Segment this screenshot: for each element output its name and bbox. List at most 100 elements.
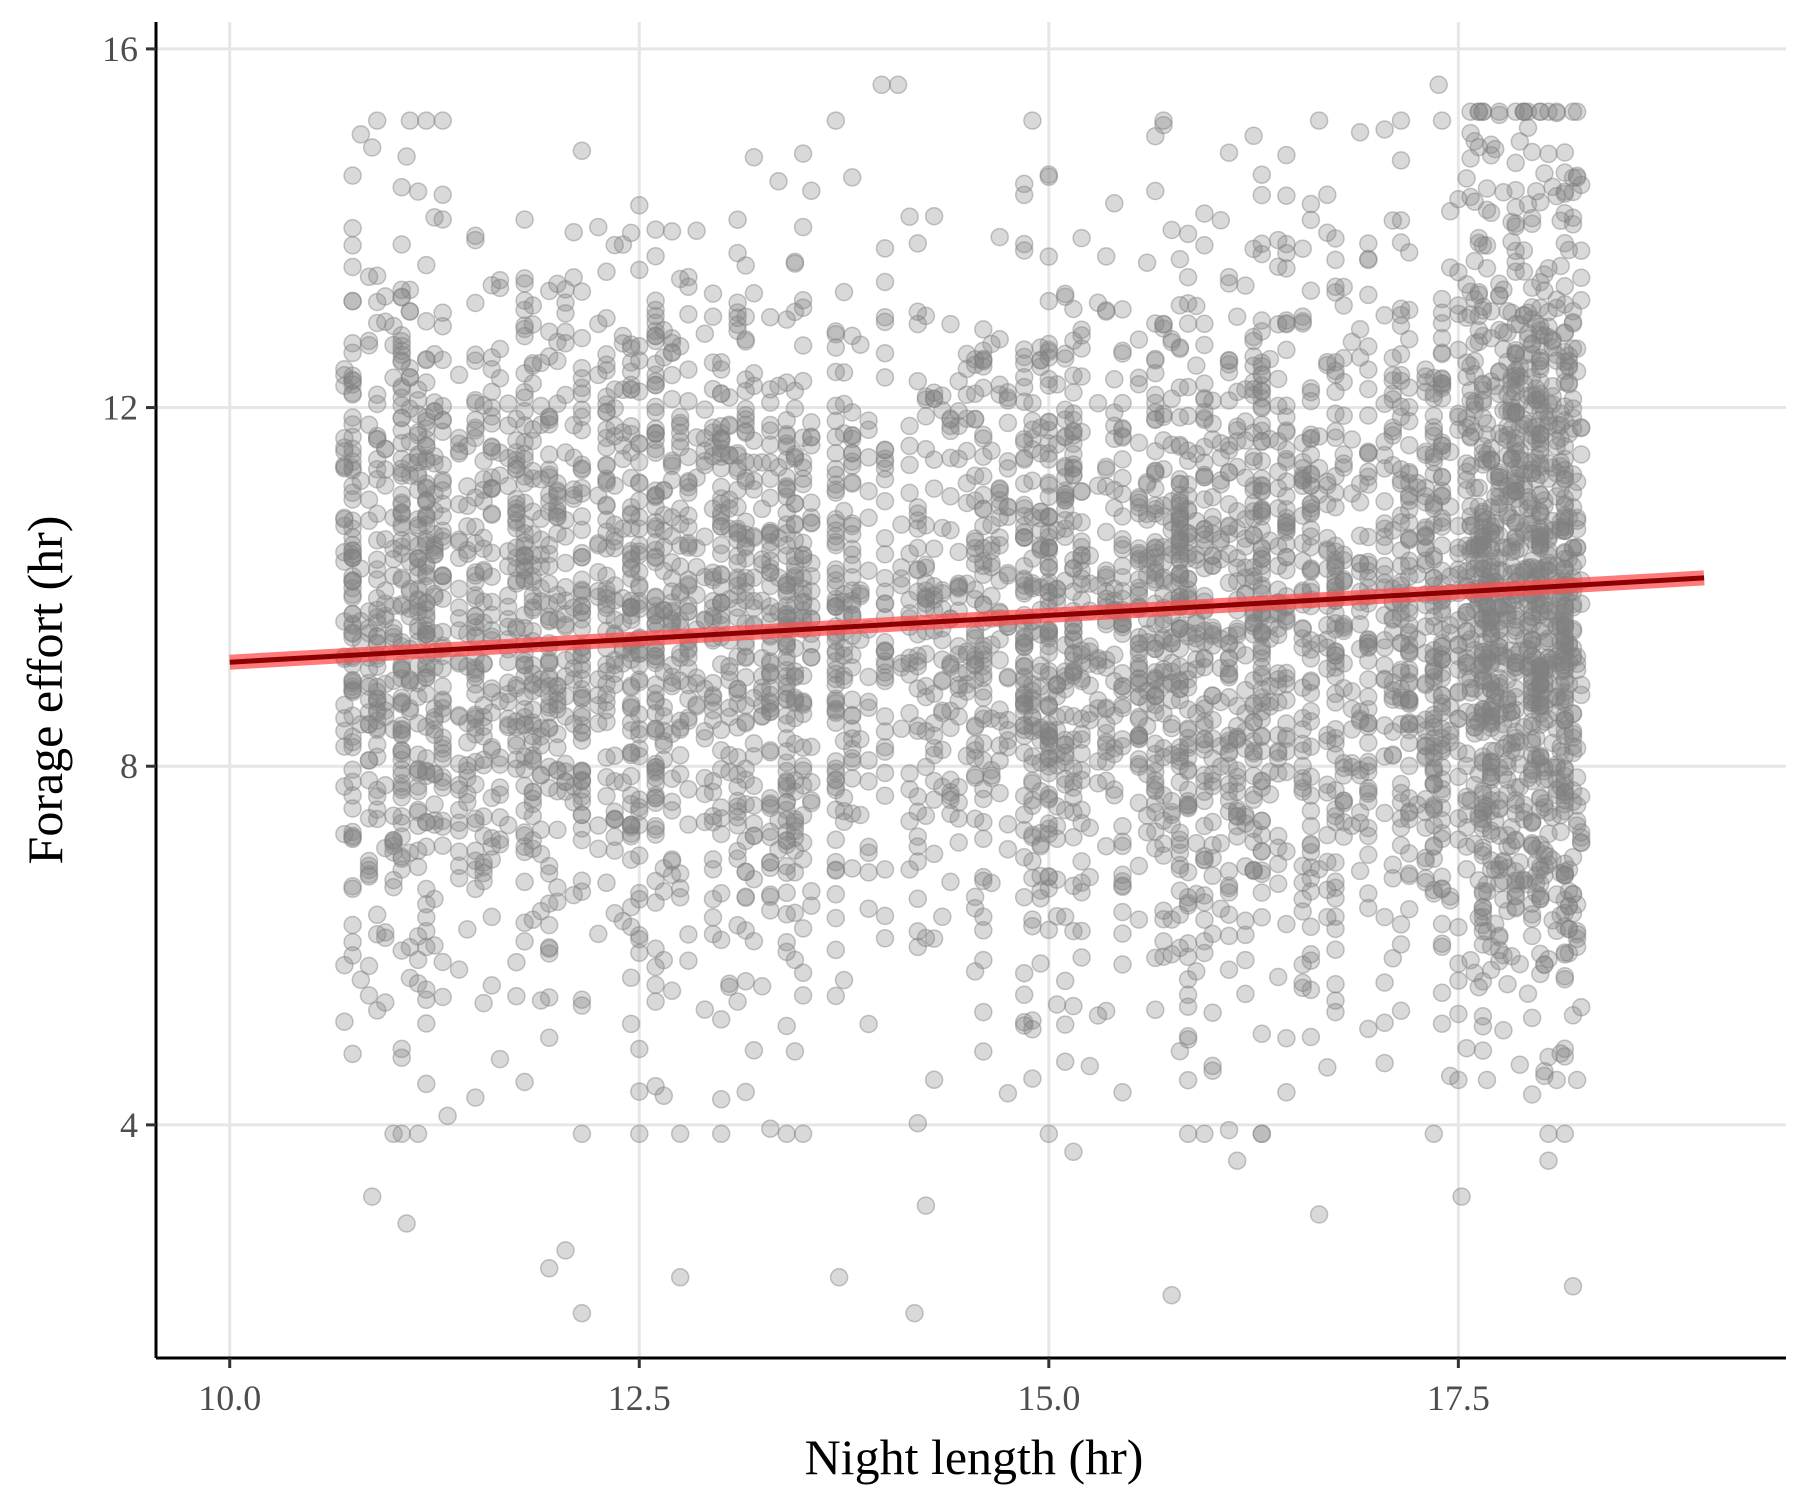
data-point — [1073, 424, 1090, 441]
data-point — [860, 449, 877, 466]
data-point — [1073, 949, 1090, 966]
data-point — [418, 352, 435, 369]
data-point — [1130, 505, 1147, 522]
data-point — [533, 766, 550, 783]
data-point — [1434, 437, 1451, 454]
data-point — [1114, 873, 1131, 890]
data-point — [369, 294, 386, 311]
data-point — [836, 647, 853, 664]
data-point — [770, 173, 787, 190]
data-point — [1253, 508, 1270, 525]
data-point — [434, 779, 451, 796]
data-point — [336, 1013, 353, 1030]
data-point — [1147, 949, 1164, 966]
data-point — [418, 838, 435, 855]
data-point — [860, 483, 877, 500]
data-point — [729, 548, 746, 565]
data-point — [1302, 528, 1319, 545]
data-point — [344, 761, 361, 778]
data-point — [795, 851, 812, 868]
data-point — [844, 169, 861, 186]
data-point — [1196, 933, 1213, 950]
data-point — [655, 883, 672, 900]
data-point — [557, 528, 574, 545]
data-point — [524, 751, 541, 768]
data-point — [1196, 439, 1213, 456]
data-point — [901, 765, 918, 782]
data-point — [827, 987, 844, 1004]
data-point — [795, 987, 812, 1004]
data-point — [975, 1043, 992, 1060]
data-point — [410, 783, 427, 800]
data-point — [1204, 867, 1221, 884]
data-point — [1302, 787, 1319, 804]
data-point — [1360, 235, 1377, 252]
data-point — [967, 385, 984, 402]
data-point — [631, 577, 648, 594]
data-point — [573, 401, 590, 418]
data-point — [729, 525, 746, 542]
data-point — [688, 675, 705, 692]
data-point — [975, 791, 992, 808]
data-point — [1196, 538, 1213, 555]
data-point — [1343, 431, 1360, 448]
data-point — [451, 533, 468, 550]
data-point — [745, 797, 762, 814]
data-point — [549, 395, 566, 412]
data-point — [565, 487, 582, 504]
data-point — [1016, 986, 1033, 1003]
data-point — [1335, 407, 1352, 424]
data-point — [1040, 377, 1057, 394]
data-point — [1229, 762, 1246, 779]
data-point — [860, 752, 877, 769]
data-point — [1335, 655, 1352, 672]
data-point — [1016, 744, 1033, 761]
data-point — [1401, 437, 1418, 454]
data-point — [418, 558, 435, 575]
data-point — [1147, 682, 1164, 699]
data-point — [1196, 469, 1213, 486]
data-point — [1040, 488, 1057, 505]
data-point — [705, 308, 722, 325]
data-point — [1196, 911, 1213, 928]
data-point — [664, 867, 681, 884]
data-point — [1302, 632, 1319, 649]
data-point — [1393, 610, 1410, 627]
data-point — [1016, 965, 1033, 982]
data-point — [1327, 992, 1344, 1009]
data-point — [418, 1015, 435, 1032]
data-point — [647, 789, 664, 806]
data-point — [623, 918, 640, 935]
data-point — [1360, 361, 1377, 378]
data-point — [1302, 738, 1319, 755]
data-point — [467, 665, 484, 682]
data-point — [1073, 853, 1090, 870]
data-point — [655, 736, 672, 753]
data-point — [369, 112, 386, 129]
data-point — [1040, 168, 1057, 185]
data-point — [762, 902, 779, 919]
data-point — [549, 509, 566, 526]
data-point — [770, 530, 787, 547]
data-point — [1302, 211, 1319, 228]
data-point — [598, 663, 615, 680]
data-point — [1393, 557, 1410, 574]
data-point — [1221, 275, 1238, 292]
data-point — [860, 669, 877, 686]
data-point — [680, 269, 697, 286]
data-point — [729, 499, 746, 516]
data-point — [598, 263, 615, 280]
data-point — [1040, 663, 1057, 680]
data-point — [623, 787, 640, 804]
data-point — [647, 332, 664, 349]
data-point — [1106, 781, 1123, 798]
data-point — [1180, 1072, 1197, 1089]
data-point — [451, 366, 468, 383]
data-point — [1425, 817, 1442, 834]
data-point — [1032, 754, 1049, 771]
data-point — [1302, 818, 1319, 835]
data-point — [393, 745, 410, 762]
data-point — [1065, 301, 1082, 318]
data-point — [590, 219, 607, 236]
data-point — [418, 257, 435, 274]
